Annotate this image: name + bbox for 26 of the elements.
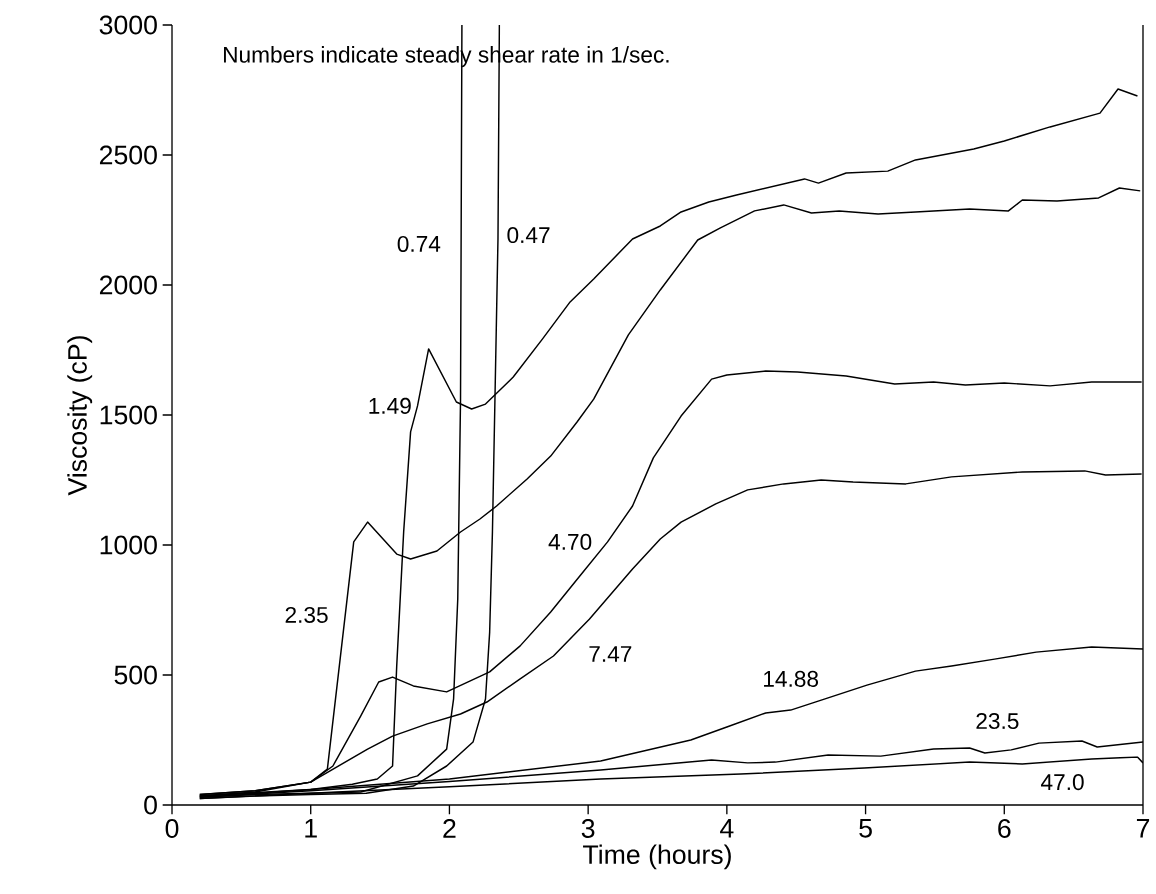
y-tick-label: 2000 (99, 275, 157, 295)
y-tick-label: 2500 (99, 145, 157, 165)
series-label: 47.0 (1041, 774, 1084, 791)
series-label: 23.5 (976, 712, 1019, 730)
x-tick-label: 6 (998, 819, 1011, 838)
y-tick-label: 0 (144, 795, 157, 815)
series-label: 14.88 (764, 670, 819, 687)
y-tick-label: 1000 (100, 535, 157, 555)
series-label: 4.70 (548, 533, 592, 550)
y-tick-label: 1500 (100, 405, 157, 425)
y-tick-label: 3000 (99, 15, 157, 35)
series-label: 1.49 (369, 397, 411, 414)
x-tick-label: 2 (443, 819, 456, 838)
x-tick-label: 3 (581, 819, 595, 838)
series-label: 0.74 (397, 235, 441, 252)
y-tick-label: 500 (114, 665, 157, 685)
x-tick-label: 0 (165, 819, 179, 838)
series-label: 7.47 (589, 646, 632, 662)
y-axis-title: Viscosity (cP) (67, 336, 93, 496)
x-tick-label: 5 (859, 819, 872, 838)
x-axis-title: Time (hours) (583, 844, 731, 870)
x-tick-label: 4 (720, 819, 734, 838)
series-label: 0.47 (507, 227, 550, 244)
x-tick-label: 1 (305, 819, 317, 838)
x-tick-label: 7 (1136, 819, 1150, 838)
series-label: 2.35 (285, 606, 328, 623)
